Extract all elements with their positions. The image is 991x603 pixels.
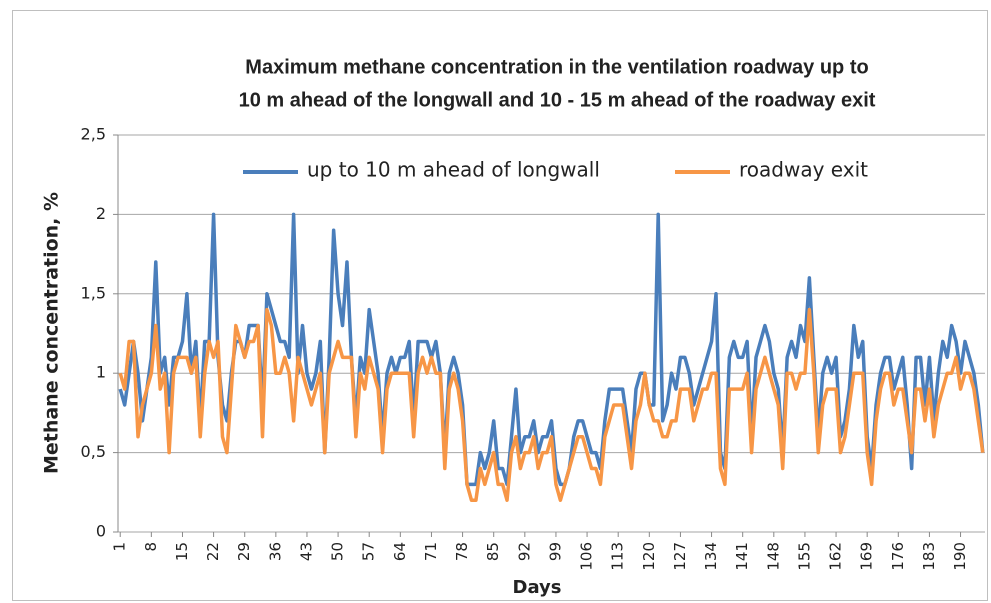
chart-title: Maximum methane concentration in the ven… <box>245 56 868 78</box>
y-tick-label: 2 <box>96 204 106 223</box>
legend-label: up to 10 m ahead of longwall <box>307 158 600 182</box>
x-axis-title: Days <box>513 577 562 598</box>
x-tick-label: 162 <box>827 542 845 571</box>
y-tick-label: 0,5 <box>81 442 106 461</box>
x-tick-label: 127 <box>671 542 689 571</box>
chart-frame <box>12 10 988 601</box>
y-axis-title: Methane concentration, % <box>41 192 63 474</box>
x-tick-label: 64 <box>391 542 409 561</box>
x-tick-label: 15 <box>173 542 191 561</box>
x-tick-label: 85 <box>484 542 502 561</box>
y-tick-label: 1,5 <box>81 283 106 302</box>
x-tick-label: 8 <box>142 542 160 552</box>
x-tick-label: 78 <box>453 542 471 561</box>
x-tick-label: 99 <box>546 542 564 561</box>
chart-title: 10 m ahead of the longwall and 10 - 15 m… <box>239 89 876 111</box>
x-tick-label: 106 <box>578 542 596 571</box>
x-tick-label: 169 <box>858 542 876 571</box>
x-tick-label: 50 <box>329 542 347 561</box>
y-tick-label: 2,5 <box>81 125 106 144</box>
x-tick-label: 190 <box>951 542 969 571</box>
x-tick-label: 57 <box>360 542 378 561</box>
x-tick-label: 92 <box>515 542 533 561</box>
y-tick-label: 0 <box>96 522 106 541</box>
x-tick-label: 71 <box>422 542 440 561</box>
x-tick-label: 183 <box>920 542 938 571</box>
x-tick-label: 22 <box>204 542 222 561</box>
y-tick-label: 1 <box>96 363 106 382</box>
legend-label: roadway exit <box>739 158 868 182</box>
data-line <box>118 307 985 502</box>
x-tick-label: 29 <box>235 542 253 561</box>
x-tick-label: 113 <box>609 542 627 571</box>
x-tick-label: 148 <box>764 542 782 571</box>
x-tick-label: 155 <box>795 542 813 571</box>
x-tick-label: 43 <box>297 542 315 561</box>
x-tick-label: 36 <box>266 542 284 561</box>
x-tick-label: 141 <box>733 542 751 571</box>
x-tick-label: 176 <box>889 542 907 571</box>
x-tick-label: 1 <box>111 542 129 552</box>
x-tick-label: 120 <box>640 542 658 571</box>
x-tick-label: 134 <box>702 542 720 571</box>
